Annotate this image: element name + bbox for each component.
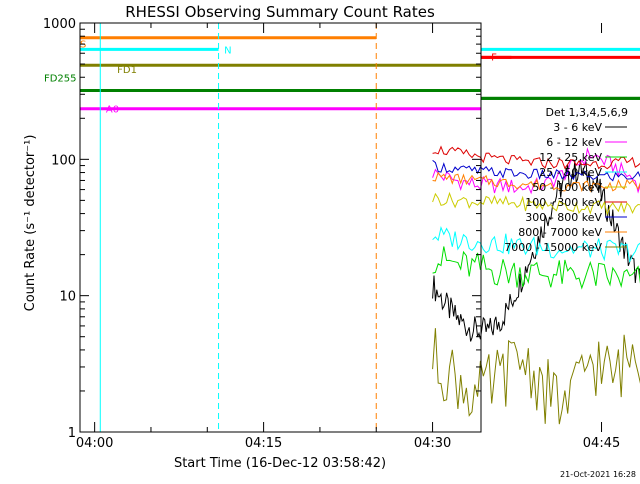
flag-label-fd1: FD1	[117, 65, 137, 76]
legend-label-6: 300 - 800 keV	[525, 211, 602, 224]
legend: 3 - 6 keV 6 - 12 keV 12 - 25 keV 25 - 50 ke…	[504, 121, 627, 254]
series-line-7	[432, 171, 640, 193]
plot-frame	[79, 22, 482, 433]
x-tick-label-0: 04:00	[76, 436, 113, 451]
legend-label-1: 6 - 12 keV	[546, 136, 602, 149]
y-tick-label-3: 1000	[43, 17, 76, 32]
y-tick-label-0: 1	[68, 426, 76, 441]
x-tick-label-1: 04:15	[245, 436, 282, 451]
series-line-6	[432, 160, 640, 182]
flag-bars: SNFFD1FD2FD255RD0RD6A0A1	[44, 36, 640, 116]
flag-label-s: S	[80, 40, 86, 51]
flag-label-fd255: FD255	[44, 73, 77, 84]
legend-label-5: 100 - 300 keV	[525, 196, 602, 209]
legend-label-2: 12 - 25 keV	[539, 151, 602, 164]
legend-label-3: 25 - 50 keV	[539, 166, 602, 179]
x-tick-label-3: 04:45	[583, 436, 620, 451]
axes: 110100100004:0004:1504:3004:4505:0005:15…	[43, 17, 620, 451]
series-line-2	[432, 246, 640, 290]
x-axis-label: Start Time (16-Dec-12 03:58:42)	[174, 456, 386, 471]
legend-label-7: 800 - 7000 keV	[518, 226, 602, 239]
data-series	[432, 145, 640, 425]
legend-label-8: 7000 - 15000 keV	[504, 241, 602, 254]
series-line-0	[432, 159, 640, 342]
flag-label-f: F	[491, 52, 497, 63]
legend-label-0: 3 - 6 keV	[553, 121, 602, 134]
flag-label-a0: A0	[106, 105, 119, 116]
date-stamp: 21-Oct-2021 16:28	[560, 470, 636, 479]
legend-title: Det 1,3,4,5,6,9	[545, 106, 628, 119]
series-line-1	[432, 147, 640, 195]
chart-title: RHESSI Observing Summary Count Rates	[125, 3, 435, 21]
series-line-3	[432, 225, 640, 264]
flag-label-n: N	[224, 45, 231, 56]
x-tick-label-2: 04:30	[414, 436, 451, 451]
series-line-8	[432, 328, 640, 425]
series-line-4	[432, 191, 640, 216]
y-tick-label-2: 100	[51, 153, 76, 168]
series-line-5	[432, 145, 640, 170]
vertical-markers	[99, 23, 377, 432]
y-tick-label-1: 10	[59, 290, 76, 305]
y-axis-label: Count Rate (s⁻¹ detector⁻¹)	[23, 135, 38, 312]
legend-label-4: 50 - 100 keV	[532, 181, 602, 194]
